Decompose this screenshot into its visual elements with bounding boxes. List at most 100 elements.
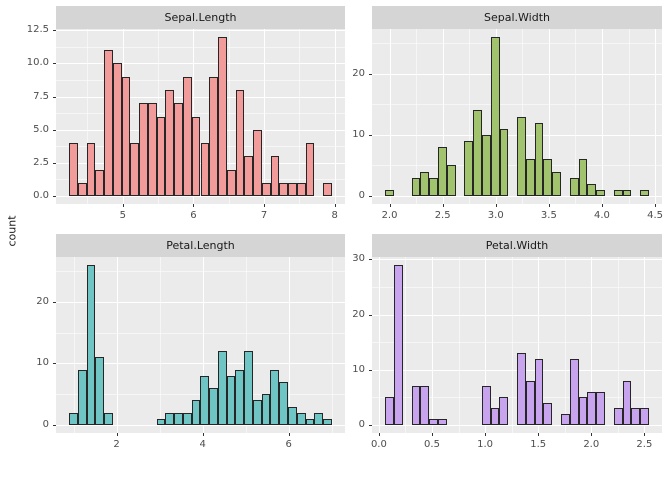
gridline-major-vertical	[334, 29, 336, 204]
x-tick-mark	[538, 433, 540, 436]
histogram-bar	[174, 103, 183, 197]
gridline-major-vertical	[116, 257, 118, 433]
gridline-major-horizontal	[372, 425, 662, 426]
x-tick-label: 5	[119, 210, 126, 221]
y-tick-label: 5.0	[33, 123, 49, 135]
histogram-bar	[270, 156, 280, 197]
histogram-bar	[596, 391, 605, 425]
histogram-bar	[622, 380, 632, 425]
histogram-bar	[147, 103, 157, 197]
gridline-major-horizontal	[56, 129, 345, 131]
y-tick-label: 10	[352, 363, 365, 375]
gridline-minor-vertical	[628, 29, 630, 204]
x-tick-mark	[644, 433, 646, 436]
gridline-major-vertical	[485, 257, 487, 433]
gridline-minor-vertical	[469, 29, 471, 204]
gridline-minor-horizontal	[372, 342, 662, 344]
histogram-bar	[296, 412, 306, 425]
facet-strip-label: Petal.Length	[166, 239, 235, 252]
x-tick-mark	[431, 433, 433, 436]
histogram-bar	[429, 419, 438, 425]
histogram-bar	[235, 369, 245, 425]
histogram-bar	[279, 182, 289, 197]
y-tick-label: 12.5	[26, 24, 49, 36]
gridline-minor-vertical	[416, 29, 418, 204]
y-tick-mark	[369, 196, 372, 198]
facet-strip-petal-width: Petal.Width	[372, 234, 662, 257]
y-tick-mark	[53, 363, 56, 365]
histogram-bar	[490, 36, 500, 197]
histogram-bar	[200, 375, 210, 425]
histogram-bar	[305, 143, 315, 197]
histogram-bar	[209, 388, 218, 425]
y-tick-label: 10	[352, 128, 365, 140]
histogram-bar	[182, 412, 192, 425]
histogram-bar	[261, 182, 271, 197]
histogram-bar	[534, 358, 544, 425]
histogram-bar	[104, 50, 113, 197]
y-tick-label: 0	[42, 419, 49, 430]
histogram-bar	[622, 189, 632, 197]
y-tick-mark	[369, 134, 372, 136]
gridline-minor-horizontal	[372, 287, 662, 289]
gridline-minor-vertical	[617, 257, 619, 433]
gridline-minor-horizontal	[56, 271, 345, 273]
gridline-major-vertical	[655, 29, 657, 204]
histogram-bar	[613, 189, 623, 197]
y-tick-mark	[369, 314, 372, 316]
x-tick-label: 2	[113, 439, 120, 450]
gridline-minor-vertical	[511, 257, 513, 433]
histogram-bar	[437, 419, 447, 425]
y-tick-mark	[53, 30, 56, 32]
x-tick-label: 4	[199, 439, 206, 450]
histogram-bar	[217, 351, 227, 425]
x-tick-label: 0.0	[370, 439, 387, 450]
histogram-bar	[411, 386, 421, 425]
histogram-bar	[323, 182, 332, 197]
histogram-bar	[165, 89, 175, 197]
y-tick-mark	[53, 425, 56, 426]
histogram-bar	[631, 408, 641, 425]
y-tick-mark	[53, 196, 56, 198]
histogram-bar	[314, 412, 324, 425]
histogram-bar	[130, 143, 140, 197]
facet-strip-label: Petal.Width	[485, 239, 549, 252]
gridline-minor-vertical	[299, 29, 301, 204]
x-tick-label: 6	[285, 439, 292, 450]
histogram-bar	[587, 183, 597, 197]
histogram-bar	[261, 394, 271, 425]
gridline-major-vertical	[378, 257, 380, 433]
gridline-minor-vertical	[159, 257, 161, 433]
histogram-bar	[578, 397, 588, 425]
histogram-bar	[270, 369, 280, 425]
histogram-bar	[411, 177, 421, 197]
gridline-minor-vertical	[405, 257, 407, 433]
x-tick-label: 1.0	[477, 439, 494, 450]
histogram-bar	[578, 159, 588, 197]
x-tick-mark	[202, 433, 204, 436]
y-tick-label: 0	[358, 190, 365, 202]
gridline-minor-vertical	[245, 257, 247, 433]
histogram-bar	[525, 380, 535, 425]
histogram-bar	[226, 375, 236, 425]
gridline-minor-horizontal	[372, 43, 662, 45]
gridline-major-horizontal	[372, 73, 662, 75]
x-tick-mark	[334, 204, 336, 207]
x-tick-mark	[601, 204, 603, 207]
gridline-minor-horizontal	[56, 332, 345, 334]
histogram-bar	[552, 171, 562, 197]
facet-strip-label: Sepal.Length	[164, 11, 237, 24]
gridline-major-vertical	[202, 257, 204, 433]
histogram-bar	[437, 147, 447, 197]
histogram-bar	[596, 189, 606, 197]
x-tick-label: 2.5	[636, 439, 653, 450]
x-tick-label: 2.0	[583, 439, 600, 450]
histogram-bar	[244, 351, 253, 425]
gridline-minor-vertical	[73, 257, 75, 433]
gridline-major-horizontal	[56, 96, 345, 98]
x-tick-label: 7	[260, 210, 268, 221]
histogram-bar	[112, 63, 122, 197]
x-tick-label: 3.0	[487, 210, 504, 221]
histogram-bar	[69, 143, 78, 197]
